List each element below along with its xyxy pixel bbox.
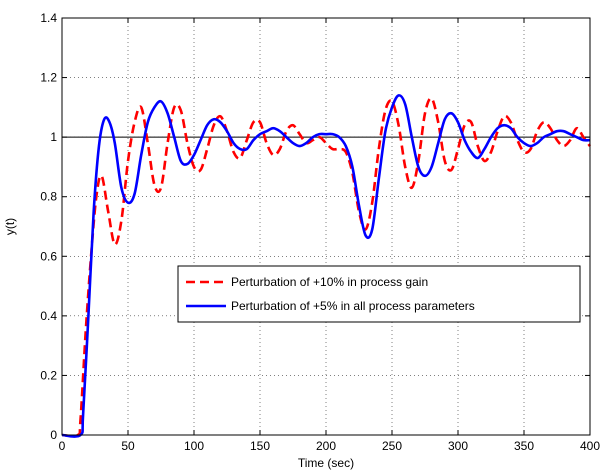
series-line-all-params: [61, 94, 591, 438]
x-tick-label: 300: [448, 439, 468, 453]
x-tick-label: 250: [382, 439, 402, 453]
series-group: [61, 94, 592, 438]
legend: Perturbation of +10% in process gain Per…: [177, 265, 581, 323]
legend-label-all-params: Perturbation of +5% in all process param…: [231, 299, 475, 313]
y-tick-label: 0.8: [40, 190, 57, 204]
y-tick-label: 0.6: [40, 249, 57, 263]
x-tick-label: 150: [250, 439, 270, 453]
y-tick-label: 1: [50, 130, 57, 144]
x-tick-label: 350: [514, 439, 534, 453]
y-tick-label: 0.4: [40, 309, 57, 323]
legend-label-gain: Perturbation of +10% in process gain: [231, 275, 428, 289]
y-tick-label: 1.2: [40, 71, 57, 85]
y-axis-label: y(t): [3, 218, 17, 235]
x-axis-label: Time (sec): [298, 456, 354, 470]
x-tick-label: 400: [580, 439, 600, 453]
x-tick-label: 50: [121, 439, 135, 453]
y-tick-label: 0.2: [40, 368, 57, 382]
x-tick-label: 0: [59, 439, 66, 453]
grid: [62, 18, 590, 435]
series-line-gain: [61, 96, 592, 438]
y-tick-label: 1.4: [40, 11, 57, 25]
x-tick-label: 100: [184, 439, 204, 453]
y-tick-label: 0: [50, 428, 57, 442]
x-tick-label: 200: [316, 439, 336, 453]
axis-ticks: 0 50 100 150 200 250 300 350 400 0 0.2 0.4 0.6 0.8 1 1.…: [40, 11, 600, 453]
legend-box: [177, 265, 581, 323]
